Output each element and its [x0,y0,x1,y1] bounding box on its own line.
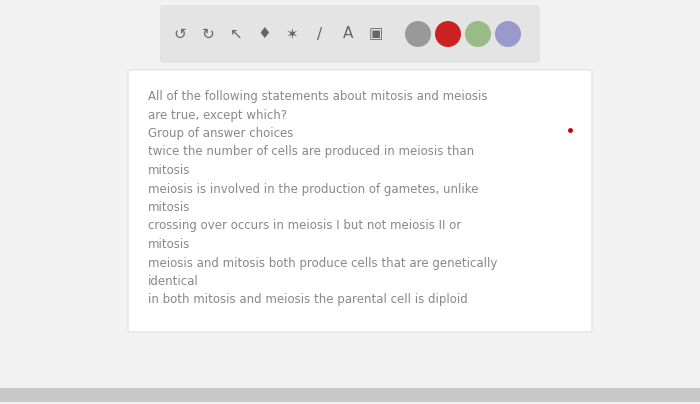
Text: crossing over occurs in meiosis I but not meiosis II or: crossing over occurs in meiosis I but no… [148,219,461,232]
Text: ↻: ↻ [202,27,214,42]
Circle shape [435,21,461,47]
Text: ▣: ▣ [369,27,383,42]
Text: /: / [317,27,323,42]
Text: meiosis and mitosis both produce cells that are genetically: meiosis and mitosis both produce cells t… [148,257,498,269]
Text: ♦: ♦ [257,27,271,42]
Text: A: A [343,27,354,42]
Text: mitosis: mitosis [148,164,190,177]
Text: mitosis: mitosis [148,201,190,214]
Text: Group of answer choices: Group of answer choices [148,127,293,140]
Text: ✶: ✶ [286,27,298,42]
Text: mitosis: mitosis [148,238,190,251]
Circle shape [405,21,431,47]
Text: meiosis is involved in the production of gametes, unlike: meiosis is involved in the production of… [148,183,479,196]
Text: ↖: ↖ [230,27,242,42]
Bar [0,388,700,402]
Text: are true, except which?: are true, except which? [148,109,287,122]
Text: All of the following statements about mitosis and meiosis: All of the following statements about mi… [148,90,487,103]
Text: ↺: ↺ [174,27,186,42]
Circle shape [465,21,491,47]
Text: twice the number of cells are produced in meiosis than: twice the number of cells are produced i… [148,145,474,158]
Text: in both mitosis and meiosis the parental cell is diploid: in both mitosis and meiosis the parental… [148,293,468,307]
Text: identical: identical [148,275,199,288]
Circle shape [495,21,521,47]
FancyBboxPatch shape [160,5,540,63]
FancyBboxPatch shape [128,70,592,332]
